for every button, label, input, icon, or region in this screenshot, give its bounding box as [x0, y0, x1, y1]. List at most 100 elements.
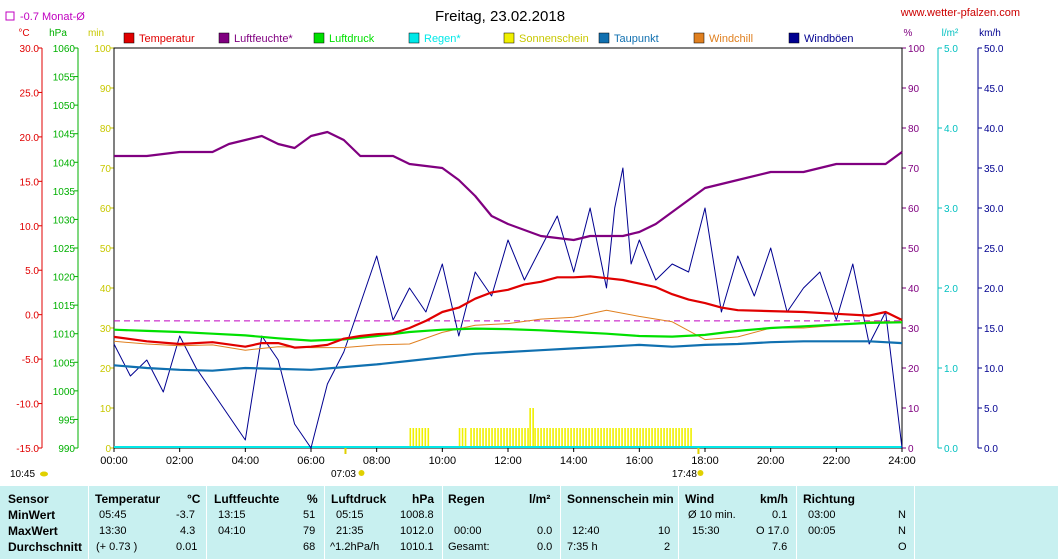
moon-time: 10:45 — [10, 469, 35, 480]
sunshine-bar-0 — [424, 428, 427, 448]
sunset-icon — [697, 470, 704, 476]
x-tick-label-6: 12:00 — [494, 455, 522, 467]
legend-swatch-5 — [598, 32, 610, 44]
min-dir-time: 03:00 — [808, 509, 836, 521]
series-line-luftfeuchte — [114, 130, 903, 242]
tick-label-pressure-7: 1025 — [53, 244, 76, 255]
axis-unit-wind: km/h — [979, 28, 1001, 39]
legend-swatch-6 — [693, 32, 705, 44]
sunshine-bar-4 — [672, 428, 674, 448]
sunshine-bar-4 — [612, 428, 614, 448]
tick-label-pressure-1: 1055 — [53, 73, 76, 84]
weather-chart: Freitag, 23.02.2018 www.wetter-pfalzen.c… — [5, 7, 1020, 480]
sunshine-bar-4 — [603, 428, 605, 448]
legend-label-1: Luftfeuchte* — [234, 33, 293, 45]
sunshine-bar-4 — [660, 428, 662, 448]
sunshine-bar-2 — [521, 428, 523, 448]
max-press-time: 21:35 — [336, 525, 364, 537]
sunshine-bar-4 — [630, 428, 632, 448]
col-header-humidity: Luftfeuchte — [214, 492, 280, 506]
legend-swatch-1 — [218, 32, 230, 44]
chart-title: Freitag, 23.02.2018 — [435, 8, 565, 25]
sunshine-bar-0 — [421, 428, 424, 448]
tick-label-pressure-8: 1020 — [53, 273, 76, 284]
sunshine-bar-4 — [585, 428, 587, 448]
sunshine-bar-4 — [534, 428, 536, 448]
sunshine-bar-2 — [473, 428, 475, 448]
sunshine-bar-4 — [621, 428, 623, 448]
tick-label-minutes-0: 100 — [94, 44, 111, 55]
x-tick-label-9: 18:00 — [691, 455, 719, 467]
col-unit-wind: km/h — [760, 492, 789, 506]
sunshine-bar-2 — [500, 428, 502, 448]
sunshine-bar-4 — [561, 428, 563, 448]
sunshine-bar-2 — [518, 428, 520, 448]
legend-label-6: Windchill — [709, 33, 753, 45]
tick-label-wind-2: 40.0 — [984, 124, 1004, 135]
chart-axes: °C 30.0 25.0 20.0 15.0 10.0 5.0 0.0 -5.0 -10.0 -15… — [16, 28, 1004, 467]
tick-label-humidity-7: 30 — [908, 324, 920, 335]
sunshine-bar-4 — [543, 428, 545, 448]
col-header-direction: Richtung — [803, 492, 855, 506]
tick-label-rain-0: 5.0 — [944, 44, 958, 55]
max-sun-value: 10 — [658, 525, 671, 537]
tick-label-wind-7: 15.0 — [984, 324, 1004, 335]
sunshine-bar-2 — [494, 428, 496, 448]
sunshine-bar-4 — [666, 428, 668, 448]
max-temp-value: 4.3 — [180, 525, 196, 537]
min-hum-time: 13:15 — [218, 509, 246, 521]
max-dir-time: 00:05 — [808, 525, 836, 537]
avg-temp-value: 0.01 — [176, 541, 198, 553]
sunshine-bar-4 — [606, 428, 608, 448]
tick-label-pressure-14: 990 — [58, 444, 75, 455]
legend-label-3: Regen* — [424, 33, 461, 45]
row-label-avg: Durchschnitt — [8, 540, 83, 554]
max-hum-time: 04:10 — [218, 525, 246, 537]
max-wind-value: O 17.0 — [756, 525, 790, 537]
sunshine-bar-4 — [642, 428, 644, 448]
col-header-sunshine: Sonnenschein min — [567, 492, 674, 506]
tick-label-temp-5: 5.0 — [25, 266, 39, 277]
sunshine-bar-4 — [624, 428, 626, 448]
sunshine-bar-4 — [540, 428, 542, 448]
sunshine-bar-4 — [690, 428, 692, 448]
x-tick-label-8: 16:00 — [626, 455, 654, 467]
avg-rain-label: Gesamt: — [448, 541, 490, 553]
col-header-temperature: Temperatur — [95, 492, 161, 506]
legend-label-7: Windböen — [804, 33, 854, 45]
axis-unit-rain: l/m² — [942, 28, 959, 39]
tick-label-temp-2: 20.0 — [20, 133, 40, 144]
sunshine-bar-4 — [594, 428, 596, 448]
row-label-max: MaxWert — [8, 524, 58, 538]
legend-swatch-3 — [408, 32, 420, 44]
tick-label-rain-5: 0.0 — [944, 444, 958, 455]
sunshine-bar-4 — [609, 428, 611, 448]
tick-label-rain-1: 4.0 — [944, 124, 958, 135]
tick-label-minutes-6: 40 — [100, 284, 112, 295]
series-line-luftdruck — [113, 321, 903, 342]
sunshine-bar-4 — [657, 428, 659, 448]
sunshine-bar-1 — [461, 428, 464, 448]
tick-label-wind-3: 35.0 — [984, 164, 1004, 175]
tick-label-temp-6: 0.0 — [25, 311, 39, 322]
tick-label-minutes-10: 0 — [105, 444, 111, 455]
tick-label-wind-4: 30.0 — [984, 204, 1004, 215]
sunshine-bar-0 — [418, 428, 421, 448]
x-tick-label-4: 08:00 — [363, 455, 391, 467]
sunshine-bar-4 — [555, 428, 557, 448]
sunshine-bar-2 — [488, 428, 490, 448]
sunshine-bar-4 — [576, 428, 578, 448]
tick-label-rain-3: 2.0 — [944, 284, 958, 295]
x-tick-label-7: 14:00 — [560, 455, 588, 467]
x-tick-label-11: 22:00 — [823, 455, 851, 467]
sunshine-bar-4 — [597, 428, 599, 448]
min-press-time: 05:15 — [336, 509, 364, 521]
col-header-rain: Regen — [448, 492, 485, 506]
axis-unit-minutes: min — [88, 28, 104, 39]
tick-label-pressure-10: 1010 — [53, 330, 76, 341]
tick-label-humidity-1: 90 — [908, 84, 920, 95]
sunshine-bar-4 — [588, 428, 590, 448]
tick-label-humidity-0: 100 — [908, 44, 925, 55]
sunshine-bar-2 — [512, 428, 514, 448]
sunshine-bar-4 — [648, 428, 650, 448]
